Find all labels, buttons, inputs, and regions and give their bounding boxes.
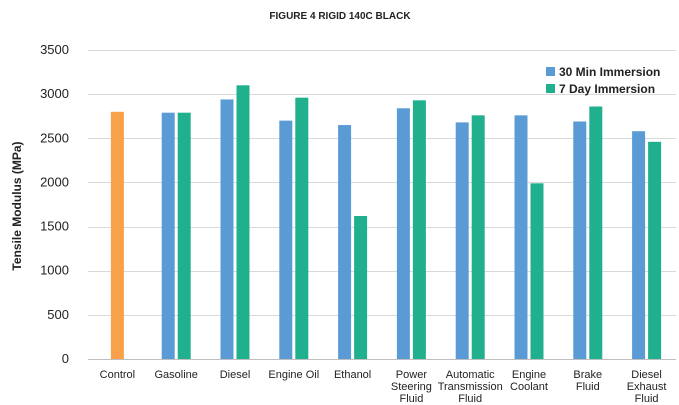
legend-swatch — [546, 67, 555, 76]
y-tick-label: 500 — [47, 307, 69, 322]
bar-30min — [338, 125, 352, 360]
x-tick-label: Engine Coolant — [510, 369, 548, 393]
legend-swatch — [546, 84, 555, 93]
y-axis-label: Tensile Modulus (MPa) — [10, 141, 24, 270]
x-tick-label: Diesel — [220, 369, 251, 381]
legend-label: 30 Min Immersion — [559, 65, 660, 79]
y-tick-labels: 0 500 1000 1500 2000 2500 3000 3500 — [40, 42, 69, 366]
x-tick-labels: Control Gasoline Diesel Engine Oil Ethanol Po… — [100, 369, 667, 405]
bar-30min — [396, 108, 410, 359]
bar-7day — [589, 106, 603, 359]
y-tick-label: 1000 — [40, 263, 69, 278]
bar-7day — [354, 215, 368, 359]
bar-30min — [573, 121, 587, 359]
x-tick-label: Ethanol — [334, 369, 371, 381]
bar-7day — [412, 100, 426, 359]
chart-title: FIGURE 4 RIGID 140C BLACK — [269, 11, 411, 22]
legend: 30 Min Immersion 7 Day Immersion — [546, 65, 660, 96]
x-tick-label: Control — [100, 369, 135, 381]
legend-label: 7 Day Immersion — [559, 82, 655, 96]
bar-7day — [177, 112, 191, 359]
bar-30min — [455, 122, 469, 359]
bar-30min — [161, 112, 175, 359]
y-tick-label: 0 — [62, 351, 69, 366]
gridlines — [88, 50, 676, 360]
bar-7day — [471, 115, 485, 360]
bar-30min — [514, 115, 528, 360]
bars — [110, 85, 662, 360]
x-tick-label: Automatic Transmission Fluid — [438, 369, 503, 405]
bar-7day — [236, 85, 250, 360]
bar-control — [110, 111, 124, 359]
bar-30min — [279, 120, 293, 359]
y-tick-label: 3500 — [40, 42, 69, 57]
y-tick-label: 2000 — [40, 174, 69, 189]
y-tick-label: 1500 — [40, 219, 69, 234]
x-tick-label: Diesel Exhaust Fluid — [627, 369, 667, 405]
bar-30min — [220, 99, 234, 359]
x-tick-label: Power Steering Fluid — [391, 369, 432, 405]
bar-7day — [530, 183, 544, 359]
x-tick-label: Brake Fluid — [573, 369, 602, 393]
bar-30min — [632, 131, 646, 359]
x-tick-label: Gasoline — [154, 369, 197, 381]
bar-7day — [295, 97, 309, 359]
y-tick-label: 2500 — [40, 130, 69, 145]
y-tick-label: 3000 — [40, 86, 69, 101]
x-tick-label: Engine Oil — [268, 369, 319, 381]
bar-7day — [648, 141, 662, 359]
